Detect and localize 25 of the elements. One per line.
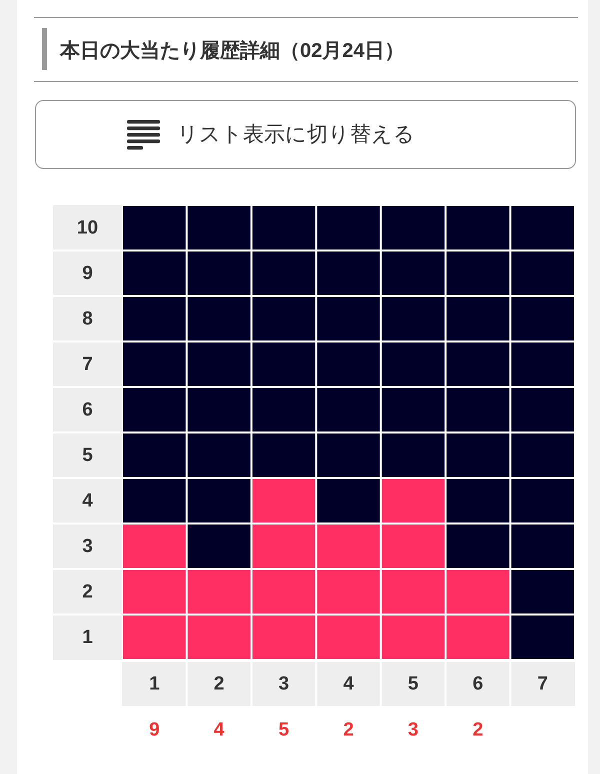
- y-tick-label: 9: [82, 262, 93, 284]
- y-tick-label: 8: [82, 308, 93, 330]
- y-tick-label: 4: [82, 490, 93, 512]
- y-tick-label: 5: [82, 444, 93, 466]
- title: 本日の大当たり履歴詳細（02月24日）: [60, 40, 404, 62]
- annotation: 2: [472, 720, 484, 740]
- button-label: リスト表示に切り替える: [177, 123, 415, 146]
- x-tick-label: 1: [149, 674, 160, 694]
- y-tick-label: 6: [82, 399, 93, 420]
- y-tick-label: 1: [82, 626, 93, 648]
- x-tick-label: 4: [343, 674, 354, 694]
- x-tick-label: 2: [214, 674, 224, 694]
- annotation: 2: [343, 720, 354, 740]
- y-tick-label: 3: [82, 536, 93, 557]
- y-tick-label: 2: [82, 581, 93, 602]
- x-tick-label: 5: [408, 674, 418, 694]
- annotation: 4: [214, 720, 224, 740]
- annotation: 5: [278, 720, 290, 740]
- x-tick-label: 6: [472, 674, 484, 694]
- annotation: 3: [408, 720, 418, 740]
- x-tick-label: 3: [278, 674, 290, 694]
- annotation: 9: [149, 720, 160, 740]
- x-tick-label: 7: [537, 674, 548, 694]
- y-tick-label: 7: [82, 354, 93, 375]
- y-tick-label: 10: [76, 217, 98, 238]
